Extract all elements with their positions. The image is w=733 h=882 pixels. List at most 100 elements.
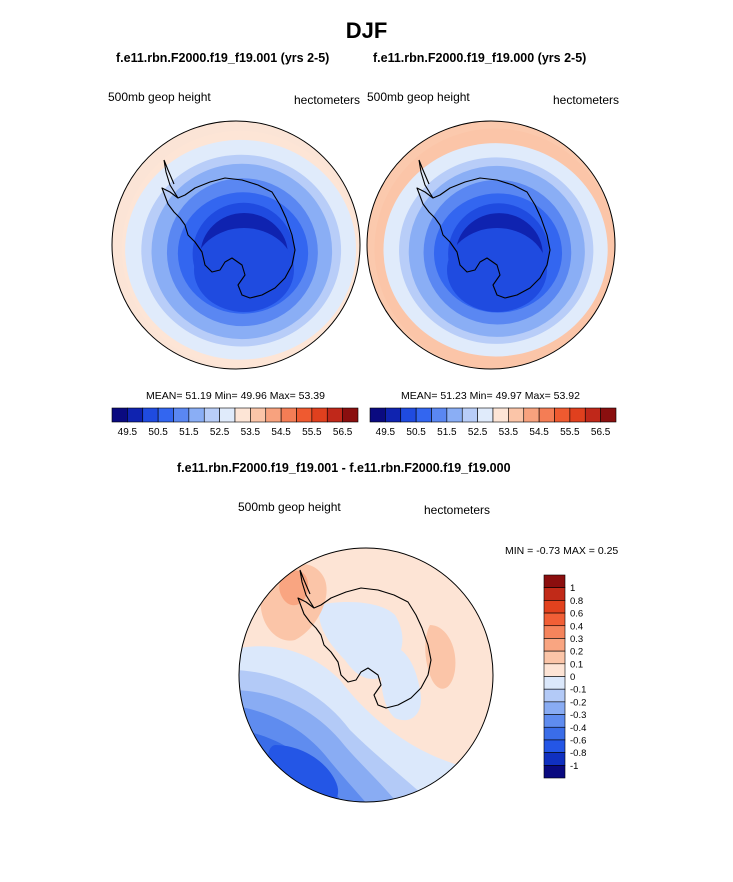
panel3-colorbar-box-12 — [543, 726, 566, 741]
panel1-colorbar-box-3 — [157, 407, 174, 423]
panel3-neg-patch-2 — [381, 647, 421, 721]
panel3-peninsula-outline — [299, 569, 315, 609]
panel3-coastline — [297, 569, 432, 709]
panel1-min-label: Min= — [214, 390, 238, 402]
panel2-continent-outline — [416, 177, 551, 299]
panel2-colorbar-tick-1: 50.5 — [406, 427, 426, 438]
panel1-colorbar-tick-7: 56.5 — [333, 427, 353, 438]
panel1-colorbar-box-0 — [111, 407, 128, 423]
panel3-colorbar-box-1 — [543, 587, 566, 601]
panel2-map — [366, 120, 616, 370]
panel3-colorbar-tick-0: 1 — [570, 583, 575, 594]
panel3-continent-outline — [297, 587, 432, 709]
panel1-mean-label: MEAN= — [146, 390, 183, 402]
panel2-max-value: 53.92 — [553, 390, 580, 402]
panel2-colorbar-box-3 — [415, 407, 432, 423]
panel2-colorbar-tick-6: 55.5 — [560, 427, 580, 438]
panel2-colorbar: 49.5 50.5 51.5 52.5 53.5 54.5 55.5 56.5 — [369, 407, 617, 438]
panel3-colorbar: 1 0.8 0.60.4 0.3 0.20.1 0 -0.1-0.2 -0.3 -0.4-0.6… — [543, 574, 586, 779]
panel1-colorbar-box-8 — [234, 407, 251, 423]
panel2-colorbar-tick-3: 52.5 — [468, 427, 488, 438]
panel2-mean-label: MEAN= — [401, 390, 438, 402]
panel1-colorbar-box-7 — [219, 407, 236, 423]
panel2-colorbar-tick-0: 49.5 — [376, 427, 396, 438]
panel1-coastline — [161, 159, 296, 299]
panel2-peninsula-outline — [418, 159, 434, 199]
panel3-colorbar-box-2 — [543, 600, 566, 614]
panel3-colorbar-box-4 — [543, 625, 566, 639]
panel2-colorbar-box-8 — [492, 407, 509, 423]
panel2-coastline — [416, 159, 551, 299]
panel1-colorbar-box-14 — [326, 407, 343, 423]
panel2-low-core — [447, 228, 547, 312]
panel3-colorbar-tick-4: 0.3 — [570, 634, 583, 645]
panel3-colorbar-tick-7: 0 — [570, 672, 575, 683]
panel2-colorbar-box-1 — [385, 407, 402, 423]
panel3-colorbar-tick-13: -0.8 — [570, 748, 586, 759]
panel1-colorbar-box-11 — [280, 407, 297, 423]
panel3-colorbar-box-14 — [543, 752, 566, 766]
panel2-colorbar-box-4 — [431, 407, 448, 423]
panel3-colorbar-box-13 — [543, 739, 566, 753]
panel1-colorbar-tick-1: 50.5 — [148, 427, 168, 438]
panel2-colorbar-box-11 — [538, 407, 555, 423]
panel3-stats: MIN = -0.73 MAX = 0.25 — [505, 545, 618, 557]
panel3-colorbar-tick-9: -0.2 — [570, 697, 586, 708]
panel1-colorbar-box-1 — [127, 407, 144, 423]
panel1-map-border — [111, 120, 361, 370]
panel2-colorbar-box-7 — [477, 407, 494, 423]
panel2-colorbar-tick-2: 51.5 — [437, 427, 457, 438]
panel2-max-label: Max= — [524, 390, 551, 402]
panel2-colorbar-box-15 — [600, 407, 617, 423]
panel3-colorbar-tick-2: 0.6 — [570, 609, 583, 620]
panel3-pos-patch-2 — [279, 570, 309, 606]
panel2-min-value: 49.97 — [495, 390, 522, 402]
panel1-max-value: 53.39 — [298, 390, 325, 402]
panel1-colorbar-tick-5: 54.5 — [271, 427, 291, 438]
panel1-min-value: 49.96 — [240, 390, 267, 402]
panel2-colorbar-tick-7: 56.5 — [591, 427, 611, 438]
panel1-peninsula-outline — [163, 159, 179, 199]
panel3-colorbar-tick-6: 0.1 — [570, 659, 583, 670]
panel1-right-label: hectometers — [294, 93, 361, 107]
panel2-colorbar-tick-5: 54.5 — [529, 427, 549, 438]
panel3-pos-patch-3 — [425, 625, 456, 689]
panel1-colorbar-tick-6: 55.5 — [302, 427, 322, 438]
panel1-continent-outline — [161, 177, 296, 299]
panel3-colorbar-tick-11: -0.4 — [570, 723, 586, 734]
panel3-colorbar-tick-3: 0.4 — [570, 621, 583, 632]
panel3-colorbar-tick-12: -0.6 — [570, 735, 586, 746]
panel3-colorbar-tick-10: -0.3 — [570, 710, 586, 721]
panel3-colorbar-box-0 — [543, 574, 566, 588]
panel1-colorbar-box-4 — [173, 407, 190, 423]
panel3-colorbar-tick-5: 0.2 — [570, 647, 583, 658]
panel3-right-label: hectometers — [424, 503, 491, 517]
panel1-map — [111, 120, 361, 370]
panel1-colorbar-box-9 — [250, 407, 267, 423]
panel3-colorbar-box-15 — [543, 765, 566, 779]
panel2-stats: MEAN= 51.23 Min= 49.97 Max= 53.92 — [401, 390, 580, 402]
panel2-map-border — [366, 120, 616, 370]
panel3-colorbar-tick-1: 0.8 — [570, 596, 583, 607]
panel1-colorbar-box-13 — [311, 407, 328, 423]
panel1-max-label: Max= — [269, 390, 296, 402]
panel2-colorbar-box-0 — [369, 407, 386, 423]
panel1-colorbar-box-12 — [296, 407, 313, 423]
panel2-title: f.e11.rbn.F2000.f19_f19.000 (yrs 2-5) — [373, 51, 587, 65]
panel1-colorbar-tick-3: 52.5 — [210, 427, 230, 438]
panel2-min-label: Min= — [469, 390, 493, 402]
panel2-colorbar-box-6 — [461, 407, 478, 423]
panel2-colorbar-box-5 — [446, 407, 463, 423]
panel3-colorbar-box-5 — [543, 638, 566, 652]
panel3-title: f.e11.rbn.F2000.f19_f19.001 - f.e11.rbn.… — [177, 461, 511, 475]
panel3-colorbar-box-7 — [543, 663, 566, 677]
page-title: DJF — [345, 18, 388, 43]
panel3-min-value: -0.73 — [536, 545, 561, 557]
panel2-left-label: 500mb geop height — [367, 90, 470, 104]
panel1-colorbar-box-2 — [142, 407, 159, 423]
panel1-stats: MEAN= 51.19 Min= 49.96 Max= 53.39 — [146, 390, 325, 402]
panel2-colorbar-box-2 — [400, 407, 417, 423]
panel3-min-label: MIN = — [505, 545, 534, 557]
panel1-mean-value: 51.19 — [185, 390, 212, 402]
panel2-colorbar-box-12 — [554, 407, 571, 423]
